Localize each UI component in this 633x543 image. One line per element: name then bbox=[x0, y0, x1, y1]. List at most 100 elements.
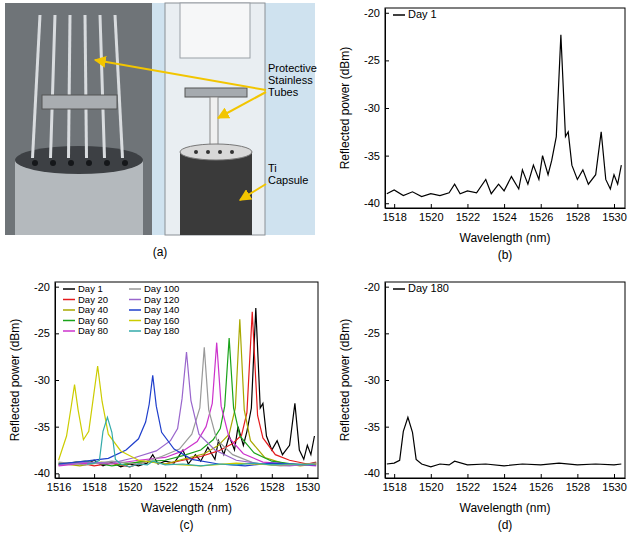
photo-tube bbox=[115, 15, 123, 158]
x-axis: 15161518152015221524152615281530 bbox=[47, 474, 320, 493]
upper-bracket bbox=[185, 88, 247, 97]
y-tick-mark bbox=[55, 380, 59, 381]
spectrum-line bbox=[87, 417, 314, 466]
x-tick-mark bbox=[431, 204, 432, 208]
plot-lines bbox=[387, 35, 622, 197]
x-tick-mark bbox=[236, 474, 237, 478]
capsule-hole bbox=[230, 150, 234, 154]
photo-tube bbox=[85, 15, 87, 158]
y-tick-label: -40 bbox=[34, 467, 50, 479]
legend-label: Day 120 bbox=[144, 294, 179, 305]
y-tick-label: -25 bbox=[34, 327, 50, 339]
y-tick: -25 bbox=[34, 327, 59, 339]
y-axis: -40-35-30-25-20 bbox=[364, 7, 389, 209]
legend: Day 1Day 20Day 40Day 60Day 80Day 100Day … bbox=[63, 283, 179, 336]
x-tick: 1524 bbox=[492, 204, 516, 223]
y-tick: -25 bbox=[364, 327, 389, 339]
x-tick-mark bbox=[541, 474, 542, 478]
y-tick: -20 bbox=[364, 7, 389, 19]
x-tick-label: 1520 bbox=[419, 211, 443, 223]
y-tick: -35 bbox=[364, 421, 389, 433]
legend-swatch bbox=[129, 330, 141, 332]
spectrum-line bbox=[59, 312, 317, 467]
legend-label: Day 180 bbox=[408, 282, 449, 294]
x-tick: 1530 bbox=[602, 204, 626, 223]
text-line: Protective bbox=[268, 62, 317, 74]
x-tick-label: 1522 bbox=[153, 481, 177, 493]
legend-swatch bbox=[129, 299, 141, 301]
y-tick-mark bbox=[385, 380, 389, 381]
spectrum-line bbox=[59, 352, 317, 466]
y-tick: -40 bbox=[364, 197, 389, 209]
y-tick-label: -20 bbox=[34, 281, 50, 293]
x-tick: 1526 bbox=[529, 474, 553, 493]
x-axis-title: Wavelength (nm) bbox=[460, 501, 551, 515]
x-tick: 1524 bbox=[492, 474, 516, 493]
photo-hole bbox=[122, 160, 128, 166]
x-tick-mark bbox=[94, 474, 95, 478]
x-tick-label: 1526 bbox=[225, 481, 249, 493]
legend-label: Day 60 bbox=[78, 315, 108, 326]
y-tick: -20 bbox=[34, 281, 59, 293]
legend-swatch bbox=[129, 288, 141, 290]
panel-a: ProtectiveStainlessTubesTiCapsule(a) bbox=[5, 3, 317, 259]
y-tick-mark bbox=[55, 287, 59, 288]
x-tick-mark bbox=[504, 474, 505, 478]
x-tick: 1518 bbox=[382, 204, 406, 223]
photo-hole bbox=[50, 160, 56, 166]
y-tick-label: -35 bbox=[34, 421, 50, 433]
spectrum-line bbox=[59, 343, 317, 466]
legend-label: Day 1 bbox=[408, 8, 437, 20]
ti-capsule bbox=[180, 152, 252, 235]
plot-frame bbox=[385, 8, 625, 208]
x-tick-mark bbox=[201, 474, 202, 478]
y-axis-title: Reflected power (dBm) bbox=[338, 47, 352, 170]
plot-frame bbox=[385, 282, 625, 478]
x-tick: 1526 bbox=[529, 204, 553, 223]
x-tick-mark bbox=[504, 204, 505, 208]
x-tick-label: 1528 bbox=[566, 211, 590, 223]
photo-hole bbox=[32, 160, 38, 166]
pointer-arrow bbox=[95, 60, 266, 90]
photo-tube bbox=[33, 15, 41, 158]
y-tick-label: -30 bbox=[364, 102, 380, 114]
x-tick-mark bbox=[130, 474, 131, 478]
x-tick: 1522 bbox=[456, 474, 480, 493]
inner-tube bbox=[180, 3, 250, 58]
panel-caption: (a) bbox=[153, 245, 168, 259]
y-tick: -35 bbox=[364, 150, 389, 162]
x-axis: 1518152015221524152615281530 bbox=[382, 474, 626, 493]
x-tick: 1524 bbox=[189, 474, 213, 493]
legend-label: Day 100 bbox=[144, 283, 179, 294]
pointer-arrow bbox=[218, 92, 266, 118]
x-axis-title: Wavelength (nm) bbox=[141, 501, 232, 515]
spectrum-line bbox=[87, 308, 314, 467]
x-tick-label: 1518 bbox=[382, 481, 406, 493]
spectrum-line bbox=[59, 319, 317, 466]
x-tick-mark bbox=[431, 474, 432, 478]
y-tick: -40 bbox=[364, 467, 389, 479]
x-tick-label: 1520 bbox=[118, 481, 142, 493]
spectrum-line bbox=[387, 35, 622, 197]
photo-hole bbox=[68, 160, 74, 166]
x-tick-label: 1522 bbox=[456, 481, 480, 493]
y-tick-mark bbox=[55, 473, 59, 474]
photo-bracket bbox=[42, 95, 117, 109]
y-axis-title: Reflected power (dBm) bbox=[338, 319, 352, 442]
photo-tube bbox=[51, 15, 56, 158]
panel-caption: (b) bbox=[498, 248, 513, 262]
photo-tube bbox=[100, 15, 105, 158]
y-tick-label: -30 bbox=[364, 374, 380, 386]
plot-lines bbox=[387, 417, 622, 466]
capsule-hole bbox=[206, 150, 210, 154]
drawing-background bbox=[152, 3, 315, 235]
legend-swatch bbox=[63, 299, 75, 301]
x-tick: 1530 bbox=[296, 474, 320, 493]
x-tick: 1530 bbox=[602, 474, 626, 493]
photo-hole bbox=[86, 160, 92, 166]
y-tick-mark bbox=[55, 333, 59, 334]
y-tick-mark bbox=[385, 203, 389, 204]
x-tick: 1520 bbox=[118, 474, 142, 493]
legend-label: Day 80 bbox=[78, 325, 108, 336]
stem bbox=[210, 97, 218, 147]
